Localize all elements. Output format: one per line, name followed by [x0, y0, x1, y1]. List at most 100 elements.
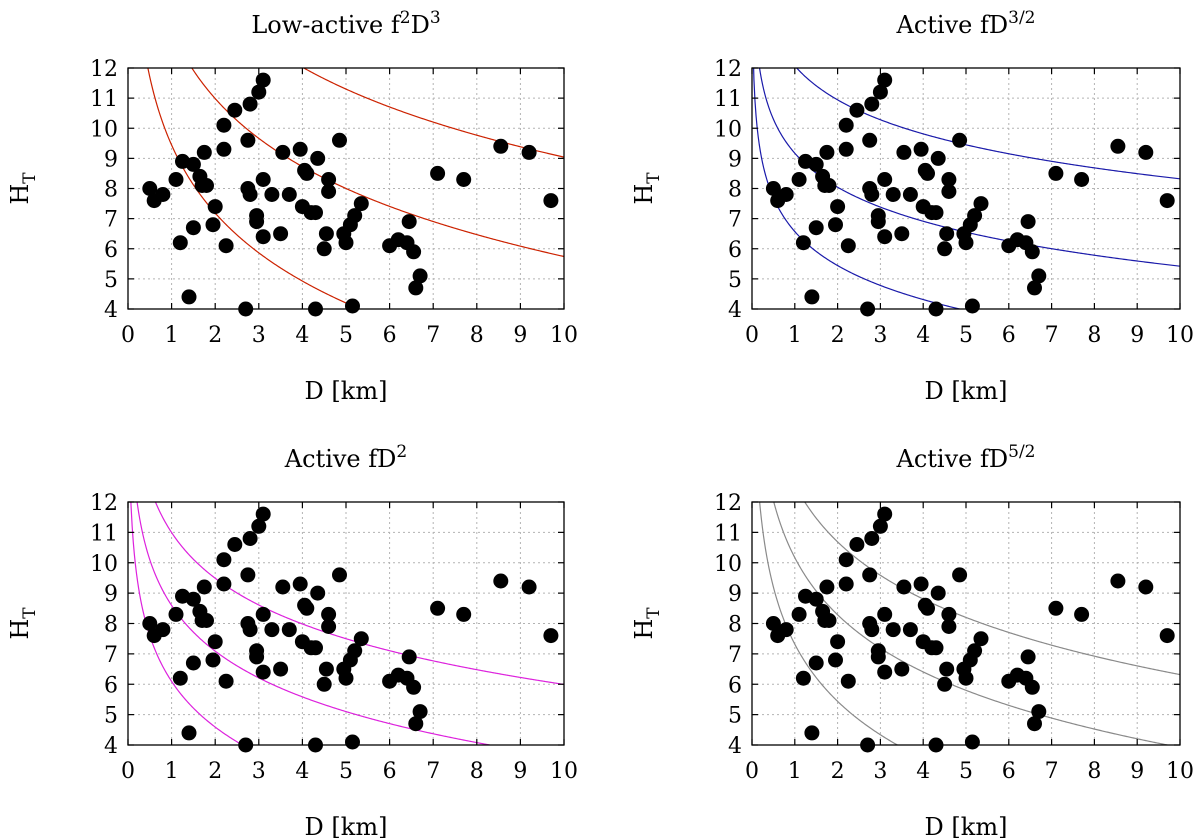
data-point — [930, 585, 946, 601]
data-point — [819, 144, 835, 160]
data-point — [1159, 193, 1175, 209]
data-point — [155, 622, 171, 638]
x-tick-label: 3 — [252, 323, 266, 348]
data-point — [1031, 268, 1047, 284]
data-point — [142, 616, 158, 631]
x-axis-label: D [km] — [925, 377, 1008, 405]
y-axis-label-sub: T — [644, 172, 664, 184]
y-tick-label: 9 — [728, 147, 742, 172]
x-axis-label: D [km] — [305, 813, 388, 840]
x-tick-label: 1 — [788, 759, 802, 784]
x-tick-label: 5 — [339, 323, 353, 348]
data-point — [872, 84, 888, 100]
y-axis-label: HT — [630, 172, 664, 205]
data-point — [401, 214, 417, 230]
model-curve — [795, 68, 1180, 180]
x-tick-label: 2 — [208, 759, 222, 784]
y-tick-label: 4 — [728, 734, 742, 759]
data-points — [142, 506, 559, 753]
data-point — [937, 241, 953, 257]
x-tick-label: 1 — [165, 759, 179, 784]
data-point — [830, 634, 846, 650]
data-point — [185, 591, 201, 607]
data-point — [321, 184, 337, 199]
data-point — [941, 184, 957, 199]
x-axis-label: D [km] — [925, 813, 1008, 840]
x-tick-label: 9 — [513, 759, 527, 784]
data-point — [493, 138, 509, 154]
x-tick-label: 3 — [873, 759, 887, 784]
x-tick-label: 10 — [1166, 759, 1194, 784]
data-point — [778, 622, 794, 638]
x-tick-label: 5 — [959, 323, 973, 348]
data-point — [255, 172, 271, 187]
y-axis-label-sub: T — [644, 607, 664, 619]
data-point — [205, 217, 221, 233]
data-point — [1138, 579, 1154, 595]
y-tick-label: 4 — [104, 734, 118, 759]
data-point — [275, 144, 291, 160]
data-point — [242, 96, 258, 112]
model-curve — [759, 502, 899, 745]
data-point — [952, 132, 968, 148]
data-point — [218, 673, 234, 689]
data-point — [862, 132, 878, 148]
x-tick-label: 0 — [745, 759, 759, 784]
data-point — [1048, 165, 1064, 181]
data-point — [216, 141, 232, 157]
data-point — [292, 141, 308, 157]
data-point — [765, 616, 781, 631]
y-tick-label: 5 — [728, 268, 742, 293]
data-point — [216, 576, 232, 592]
x-tick-label: 0 — [745, 323, 759, 348]
data-point — [255, 606, 271, 622]
x-tick-label: 10 — [1166, 323, 1194, 348]
data-point — [862, 567, 878, 583]
gridlines — [752, 68, 1180, 309]
data-point — [216, 552, 232, 568]
data-point — [227, 537, 243, 552]
data-point — [255, 229, 271, 245]
data-point — [808, 156, 824, 172]
data-point — [1020, 649, 1036, 665]
data-point — [894, 661, 910, 677]
x-tick-label: 4 — [295, 323, 309, 348]
panel-title-main: Active fD — [896, 11, 1009, 39]
x-tick-label: 6 — [383, 323, 397, 348]
data-point — [412, 704, 428, 720]
data-point — [318, 661, 334, 677]
x-tick-label: 0 — [121, 759, 135, 784]
data-point — [255, 72, 271, 88]
y-tick-label: 5 — [728, 704, 742, 729]
data-point — [412, 268, 428, 284]
panel-title-mid: D — [411, 11, 430, 39]
data-point — [877, 72, 893, 88]
data-point — [795, 670, 811, 686]
data-point — [332, 567, 347, 583]
data-point — [185, 156, 201, 172]
x-tick-label: 1 — [165, 323, 179, 348]
data-point — [939, 661, 955, 677]
x-tick-label: 2 — [831, 323, 845, 348]
x-tick-label: 6 — [383, 759, 397, 784]
data-point — [920, 600, 935, 616]
panel-title: Active fD3/2 — [896, 8, 1036, 39]
data-point — [791, 606, 807, 622]
data-point — [299, 165, 315, 181]
data-point — [864, 622, 880, 638]
panel-title: Low-active f2D3 — [251, 8, 440, 39]
y-tick-label: 4 — [728, 298, 742, 323]
data-point — [251, 84, 267, 100]
y-tick-label: 12 — [714, 57, 742, 82]
data-point — [264, 187, 280, 202]
x-tick-label: 0 — [121, 323, 135, 348]
y-tick-label: 7 — [104, 208, 118, 233]
y-axis-label-main: H — [630, 619, 658, 640]
